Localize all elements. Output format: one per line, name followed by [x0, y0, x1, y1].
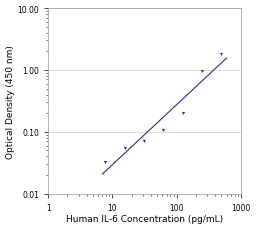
Point: [142, 139, 146, 143]
Point: [123, 146, 127, 150]
Y-axis label: Optical Density (450 nm): Optical Density (450 nm): [6, 45, 15, 158]
Point: [103, 161, 108, 164]
Point: [200, 70, 204, 74]
X-axis label: Human IL-6 Concentration (pg/mL): Human IL-6 Concentration (pg/mL): [66, 215, 223, 224]
Point: [161, 128, 165, 132]
Point: [219, 53, 223, 57]
Point: [181, 112, 185, 115]
